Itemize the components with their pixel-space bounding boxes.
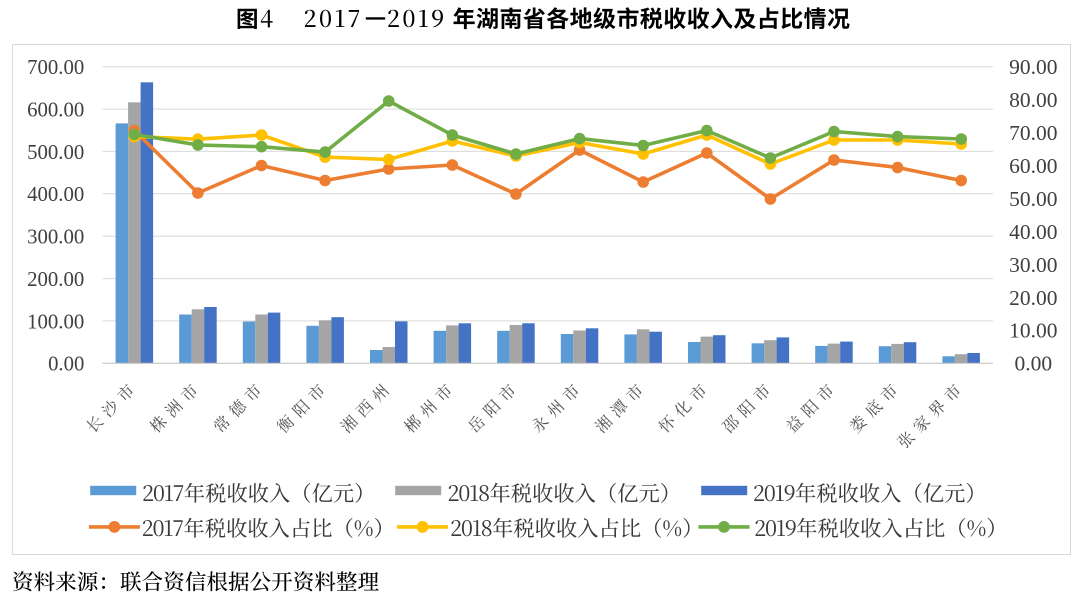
svg-text:500.00: 500.00 <box>27 140 84 164</box>
svg-text:60.00: 60.00 <box>1009 154 1057 178</box>
svg-text:80.00: 80.00 <box>1009 88 1057 112</box>
svg-text:40.00: 40.00 <box>1009 220 1057 244</box>
svg-text:300.00: 300.00 <box>27 225 84 249</box>
svg-text:0.00: 0.00 <box>1014 352 1052 376</box>
svg-text:0.00: 0.00 <box>48 352 84 376</box>
svg-text:70.00: 70.00 <box>1009 121 1057 145</box>
svg-text:400.00: 400.00 <box>27 182 84 206</box>
svg-text:200.00: 200.00 <box>27 267 84 291</box>
svg-text:50.00: 50.00 <box>1009 187 1057 211</box>
svg-text:600.00: 600.00 <box>27 98 84 122</box>
svg-text:100.00: 100.00 <box>27 309 84 333</box>
svg-text:20.00: 20.00 <box>1009 286 1057 310</box>
svg-text:30.00: 30.00 <box>1009 253 1057 277</box>
svg-text:10.00: 10.00 <box>1009 319 1057 343</box>
svg-text:700.00: 700.00 <box>27 55 84 79</box>
svg-text:90.00: 90.00 <box>1009 55 1057 79</box>
